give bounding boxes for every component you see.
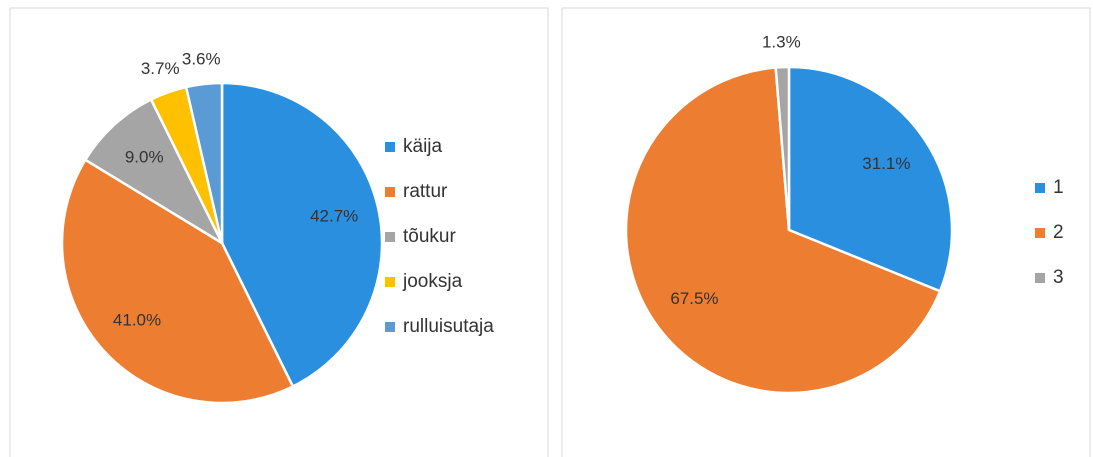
legend-label: tõukur [403,226,456,247]
legend-label: käija [403,136,443,157]
legend-label: rattur [403,181,448,202]
data-label: 67.5% [670,289,718,308]
data-label: 9.0% [125,148,164,167]
legend-label: 3 [1053,267,1064,288]
legend-swatch [1035,183,1045,193]
legend-swatch [385,277,395,287]
pie-slice [83,97,226,247]
pie-slice [787,65,954,293]
data-label: 1.3% [762,33,801,52]
pie-slice [184,81,224,244]
data-label: 31.1% [862,154,910,173]
data-label: 3.6% [182,50,221,69]
legend-swatch [385,142,395,152]
pie-slice [624,66,942,395]
legend-swatch [385,232,395,242]
legend-label: 1 [1053,177,1064,198]
pie-slice [774,65,791,231]
legend-swatch [1035,228,1045,238]
pie-slice [60,158,295,405]
data-label: 3.7% [141,59,180,78]
legend-label: rulluisutaja [403,316,494,337]
legend-swatch [385,322,395,332]
legend-swatch [1035,273,1045,283]
data-label: 42.7% [310,206,358,225]
pie-slice [220,81,384,389]
legend-swatch [385,187,395,197]
data-label: 41.0% [113,310,161,329]
legend-label: 2 [1053,222,1064,243]
legend-label: jooksja [402,271,463,292]
